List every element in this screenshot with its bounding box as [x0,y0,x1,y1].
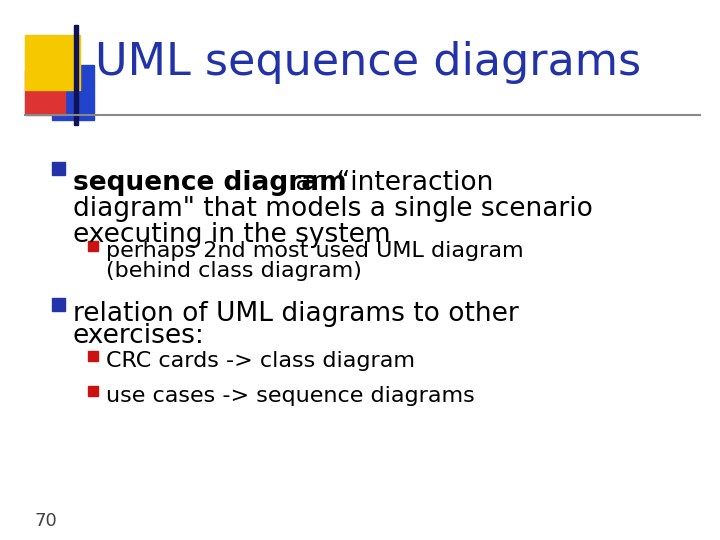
Bar [88,386,98,396]
Bar [88,351,98,361]
Text: perhaps 2nd most used UML diagram: perhaps 2nd most used UML diagram [106,241,523,261]
Bar [88,241,98,251]
Bar [52,298,65,311]
Text: sequence diagram: sequence diagram [73,170,346,196]
Text: 70: 70 [35,512,58,530]
Bar [74,25,78,125]
Text: CRC cards -> class diagram: CRC cards -> class diagram [106,351,415,371]
Text: (behind class diagram): (behind class diagram) [106,261,362,281]
Text: sequence diagram: an "interaction: sequence diagram: an "interaction [73,170,532,196]
Bar [52,162,65,175]
Text: diagram" that models a single scenario: diagram" that models a single scenario [73,196,593,222]
Bar [52,65,94,120]
Bar [25,35,80,90]
Text: : an “interaction: : an “interaction [278,170,493,196]
Text: exercises:: exercises: [73,323,205,349]
Bar [25,70,65,115]
Text: use cases -> sequence diagrams: use cases -> sequence diagrams [106,386,474,406]
Text: relation of UML diagrams to other: relation of UML diagrams to other [73,301,518,327]
Text: executing in the system: executing in the system [73,222,391,248]
Text: UML sequence diagrams: UML sequence diagrams [95,40,641,84]
